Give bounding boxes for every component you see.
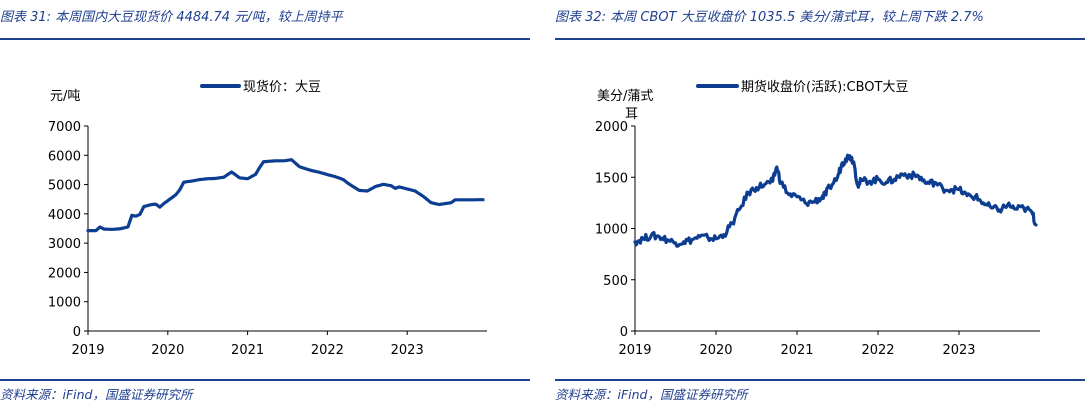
x-tick-label: 2019 — [618, 343, 651, 358]
chart-panel-right: 图表 32: 本周 CBOT 大豆收盘价 1035.5 美分/蒲式耳，较上周下跌… — [555, 0, 1085, 416]
title-divider — [0, 38, 530, 40]
y-tick-label: 1000 — [595, 223, 628, 238]
figure-title: 图表 32: 本周 CBOT 大豆收盘价 1035.5 美分/蒲式耳，较上周下跌… — [555, 10, 984, 25]
y-tick-label: 1000 — [48, 296, 81, 311]
y-tick-label: 1500 — [595, 171, 628, 186]
legend-label: 期货收盘价(活跃):CBOT大豆 — [741, 79, 908, 95]
chart-svg: 0 1000 2000 3000 4000 5000 6000 7000 2019 2020 202… — [48, 79, 487, 358]
y-tick-label: 0 — [73, 325, 81, 340]
y-tick-label: 0 — [620, 325, 628, 340]
y-tick-label: 2000 — [48, 266, 81, 281]
x-tick-label: 2021 — [780, 343, 813, 358]
y-tick-label: 5000 — [48, 179, 81, 194]
y-tick-label: 3000 — [48, 237, 81, 252]
x-tick-label: 2020 — [699, 343, 732, 358]
source-divider — [555, 379, 1085, 381]
x-tick-label: 2023 — [942, 343, 975, 358]
source-divider — [0, 379, 530, 381]
chart-panel-left: 图表 31: 本周国内大豆现货价 4484.74 元/吨，较上周持平 0 1000… — [0, 0, 530, 416]
x-tick-label: 2020 — [151, 343, 184, 358]
x-tick-label: 2021 — [231, 343, 264, 358]
title-divider — [555, 38, 1085, 40]
source-note: 资料来源：iFind，国盛证券研究所 — [555, 387, 748, 402]
y-unit-label-wrap: 耳 — [625, 107, 638, 122]
x-tick-label: 2023 — [391, 343, 424, 358]
figure-title: 图表 31: 本周国内大豆现货价 4484.74 元/吨，较上周持平 — [0, 10, 343, 25]
source-note: 资料来源：iFind，国盛证券研究所 — [0, 387, 193, 402]
y-tick-label: 7000 — [48, 120, 81, 135]
y-unit-label: 元/吨 — [50, 89, 80, 104]
x-tick-label: 2022 — [861, 343, 894, 358]
y-tick-label: 4000 — [48, 208, 81, 223]
y-tick-label: 2000 — [595, 120, 628, 135]
x-tick-label: 2022 — [311, 343, 344, 358]
series-line — [86, 158, 485, 233]
y-unit-label: 美分/蒲式 — [597, 89, 653, 104]
series-line — [633, 153, 1038, 248]
x-tick-label: 2019 — [71, 343, 104, 358]
legend-label: 现货价：大豆 — [243, 79, 321, 95]
y-tick-label: 500 — [603, 274, 628, 289]
y-tick-label: 6000 — [48, 149, 81, 164]
chart-svg: 0 500 1000 1500 2000 2019 2020 2021 2022 2023 美分/蒲… — [595, 79, 1040, 358]
